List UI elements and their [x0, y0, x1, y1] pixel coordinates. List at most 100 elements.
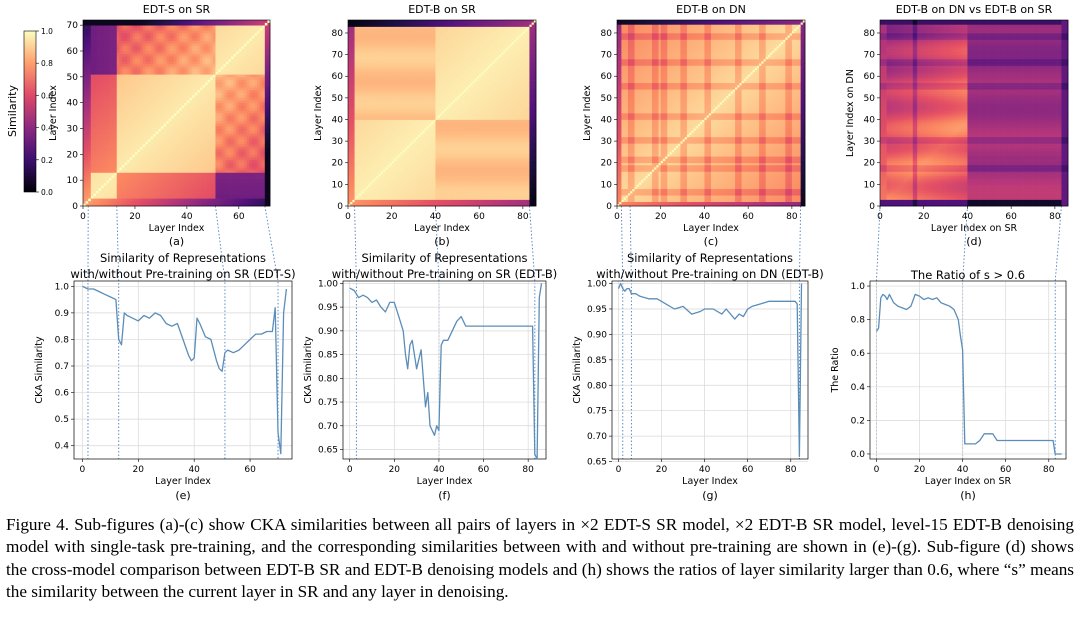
- heatmap-cell: [163, 48, 167, 52]
- heatmap-cell: [106, 151, 110, 155]
- heatmap-cell: [215, 167, 219, 171]
- heatmap-cell: [267, 115, 271, 119]
- heatmap-cell: [93, 182, 97, 186]
- heatmap-cell: [223, 156, 227, 160]
- heatmap-cell: [202, 131, 206, 135]
- heatmap-cell: [223, 198, 227, 202]
- heatmap-cell: [127, 43, 131, 47]
- heatmap-cell: [179, 107, 183, 111]
- heatmap-cell: [106, 138, 110, 142]
- heatmap-cell: [228, 82, 232, 85]
- heatmap-cell: [215, 82, 219, 85]
- heatmap-cell: [129, 53, 133, 57]
- heatmap-cell: [238, 38, 242, 42]
- heatmap-cell: [173, 35, 177, 39]
- heatmap-cell: [249, 71, 253, 75]
- heatmap-cell: [179, 156, 183, 160]
- heatmap-cell: [205, 115, 209, 119]
- heatmap-cell: [98, 169, 102, 173]
- heatmap-cell: [207, 32, 211, 36]
- heatmap-cell: [129, 146, 133, 150]
- heatmap-cell: [155, 74, 159, 78]
- heatmap-cell: [145, 172, 149, 176]
- heatmap-cell: [83, 141, 86, 145]
- heatmap-cell: [132, 169, 136, 173]
- heatmap-cell: [257, 195, 260, 199]
- heatmap-cell: [223, 100, 227, 104]
- heatmap-cell: [262, 105, 266, 109]
- heatmap-cell: [238, 169, 242, 173]
- heatmap-cell: [259, 82, 263, 85]
- heatmap-cell: [98, 79, 102, 83]
- heatmap-cell: [171, 149, 175, 153]
- heatmap-cell: [223, 40, 227, 44]
- heatmap-cell: [85, 97, 89, 101]
- heatmap-cell: [241, 128, 245, 132]
- heatmap-cell: [124, 151, 128, 155]
- heatmap-cell: [116, 58, 120, 62]
- heatmap-cell: [90, 66, 94, 70]
- heatmap-cell: [262, 120, 266, 124]
- heatmap-cell: [160, 159, 164, 163]
- heatmap-cell: [231, 40, 234, 44]
- heatmap-cell: [140, 185, 144, 189]
- heatmap-cell: [236, 27, 240, 31]
- heatmap-cell: [267, 76, 271, 80]
- heatmap-cell: [207, 146, 211, 150]
- heatmap-cell: [259, 30, 263, 34]
- heatmap-cell: [129, 144, 133, 147]
- heatmap-cell: [171, 100, 175, 104]
- heatmap-cell: [95, 61, 99, 65]
- heatmap-cell: [233, 193, 237, 197]
- heatmap-cell: [83, 180, 86, 184]
- heatmap-cell: [124, 123, 128, 127]
- heatmap-cell: [238, 149, 242, 153]
- heatmap-cell: [121, 144, 125, 147]
- heatmap-cell: [246, 76, 250, 80]
- heatmap-cell: [111, 76, 115, 80]
- heatmap-cell: [132, 203, 136, 207]
- heatmap-cell: [88, 128, 92, 132]
- heatmap-cell: [106, 107, 110, 111]
- heatmap-cell: [179, 131, 183, 135]
- heatmap-cell: [192, 149, 196, 153]
- heatmap-cell: [129, 141, 133, 145]
- heatmap-cell: [202, 162, 206, 166]
- heatmap-cell: [137, 94, 141, 98]
- heatmap-cell: [257, 69, 260, 73]
- heatmap-cell: [218, 69, 222, 73]
- heatmap-cell: [215, 159, 219, 163]
- heatmap-cell: [153, 113, 157, 116]
- heatmap-cell: [181, 27, 185, 31]
- heatmap-cell: [83, 92, 86, 96]
- heatmap-cell: [220, 69, 224, 73]
- heatmap-cell: [212, 79, 216, 83]
- colorbar-tick-label: 0.4: [41, 124, 53, 133]
- heatmap-cell: [160, 128, 164, 132]
- heatmap-cell: [225, 169, 229, 173]
- heatmap-cell: [111, 82, 115, 85]
- heatmap-cell: [160, 84, 164, 88]
- heatmap-cell: [150, 159, 154, 163]
- heatmap-cell: [199, 35, 203, 39]
- heatmap-cell: [262, 92, 266, 96]
- heatmap-cell: [106, 48, 110, 52]
- heatmap-cell: [231, 128, 234, 132]
- heatmap-cell: [199, 162, 203, 166]
- heatmap-cell: [132, 180, 136, 184]
- heatmap-cell: [150, 182, 154, 186]
- heatmap-cell: [202, 156, 206, 160]
- heatmap-cell: [249, 113, 253, 116]
- heatmap-cell: [205, 100, 209, 104]
- heatmap-cell: [108, 198, 112, 202]
- heatmap-cell: [155, 162, 159, 166]
- heatmap-cell: [88, 107, 92, 111]
- heatmap-cell: [197, 113, 201, 116]
- heatmap-cell: [103, 58, 107, 62]
- heatmap-cell: [189, 162, 193, 166]
- heatmap-cell: [137, 32, 141, 36]
- heatmap-cell: [249, 45, 253, 49]
- heatmap-cell: [210, 123, 214, 127]
- heatmap-cell: [199, 66, 203, 70]
- heatmap-cell: [101, 203, 105, 207]
